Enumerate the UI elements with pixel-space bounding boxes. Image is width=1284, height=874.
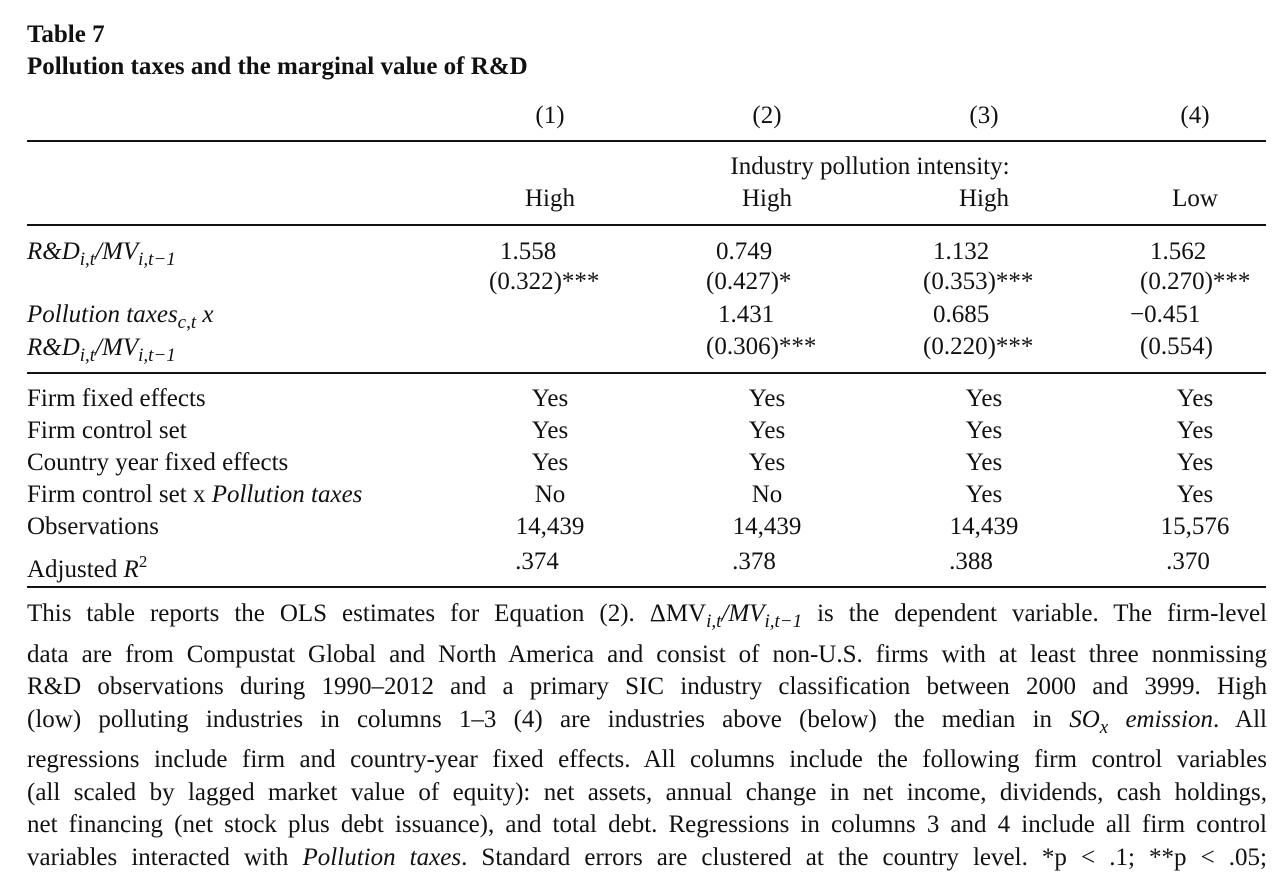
column-header-1: (1)	[535, 101, 564, 131]
note-line: variables interacted with Pollution taxe…	[27, 842, 1267, 874]
rd-se-4: (0.270)***	[1140, 267, 1250, 297]
intensity-4: Low	[1172, 184, 1218, 214]
interaction-se-3: (0.220)***	[923, 332, 1033, 362]
row-label-rd: R&Di,t/MVi,t−1	[27, 237, 176, 275]
rule-bottom	[27, 586, 1266, 588]
table-cell: .370	[1166, 547, 1210, 577]
row-label-country-year-fe: Country year fixed effects	[27, 448, 288, 478]
table-cell: Yes	[966, 448, 1002, 478]
interaction-coef-2: 1.431	[718, 300, 774, 330]
table-cell: Yes	[966, 416, 1002, 446]
rd-coef-3: 1.132	[933, 237, 989, 267]
table-cell: Yes	[749, 448, 785, 478]
table-cell: Yes	[532, 416, 568, 446]
row-label-firm-controls: Firm control set	[27, 416, 187, 446]
column-header-4: (4)	[1180, 101, 1209, 131]
interaction-coef-3: 0.685	[933, 300, 989, 330]
table-cell: Yes	[966, 384, 1002, 414]
table-cell: Yes	[966, 480, 1002, 510]
table-cell: Yes	[749, 416, 785, 446]
note-line: This table reports the OLS estimates for…	[27, 598, 1267, 639]
table-cell: Yes	[749, 384, 785, 414]
rd-se-2: (0.427)*	[706, 267, 791, 297]
table-cell: .378	[732, 547, 776, 577]
table-cell: 14,439	[516, 512, 585, 542]
table-cell: Yes	[532, 448, 568, 478]
note-line: regressions include firm and country-yea…	[27, 744, 1267, 777]
table-cell: No	[752, 480, 783, 510]
table-cell: .388	[949, 547, 993, 577]
rule-header	[27, 224, 1266, 226]
note-line: net financing (net stock plus debt issua…	[27, 809, 1267, 842]
row-label-adjusted-r2: Adjusted R2	[27, 547, 147, 585]
intensity-1: High	[525, 184, 575, 214]
rd-coef-4: 1.562	[1150, 237, 1206, 267]
table-cell: 14,439	[733, 512, 802, 542]
column-header-3: (3)	[969, 101, 998, 131]
intensity-3: High	[959, 184, 1009, 214]
table-title: Pollution taxes and the marginal value o…	[27, 52, 528, 82]
row-label-firm-fe: Firm fixed effects	[27, 384, 206, 414]
interaction-se-2: (0.306)***	[706, 332, 816, 362]
row-label-observations: Observations	[27, 512, 159, 542]
group-header: Industry pollution intensity:	[730, 152, 1009, 182]
table-cell: Yes	[532, 384, 568, 414]
rule-mid	[27, 372, 1266, 374]
rd-coef-1: 1.558	[500, 237, 556, 267]
rd-se-1: (0.322)***	[489, 267, 599, 297]
table-cell: 15,576	[1161, 512, 1230, 542]
table-cell: Yes	[1177, 416, 1213, 446]
note-line: (low) polluting industries in columns 1–…	[27, 704, 1267, 745]
row-label-interaction-line2: R&Di,t/MVi,t−1	[27, 333, 176, 371]
note-line: (all scaled by lagged market value of eq…	[27, 777, 1267, 810]
table-note: This table reports the OLS estimates for…	[27, 598, 1267, 874]
rd-se-3: (0.353)***	[923, 267, 1033, 297]
table-cell: Yes	[1177, 448, 1213, 478]
table-cell: No	[535, 480, 566, 510]
rule-top	[27, 140, 1266, 142]
table-number: Table 7	[27, 20, 105, 50]
table-cell: 14,439	[950, 512, 1019, 542]
table-cell: Yes	[1177, 480, 1213, 510]
column-header-2: (2)	[752, 101, 781, 131]
note-line: data are from Compustat Global and North…	[27, 639, 1267, 672]
rd-coef-2: 0.749	[716, 237, 772, 267]
interaction-coef-4: −0.451	[1130, 300, 1200, 330]
row-label-controls-x-taxes: Firm control set x Pollution taxes	[27, 480, 362, 510]
table-cell: Yes	[1177, 384, 1213, 414]
note-line: R&D observations during 1990–2012 and a …	[27, 671, 1267, 704]
interaction-se-4: (0.554)	[1140, 332, 1213, 362]
table-cell: .374	[515, 547, 559, 577]
intensity-2: High	[742, 184, 792, 214]
